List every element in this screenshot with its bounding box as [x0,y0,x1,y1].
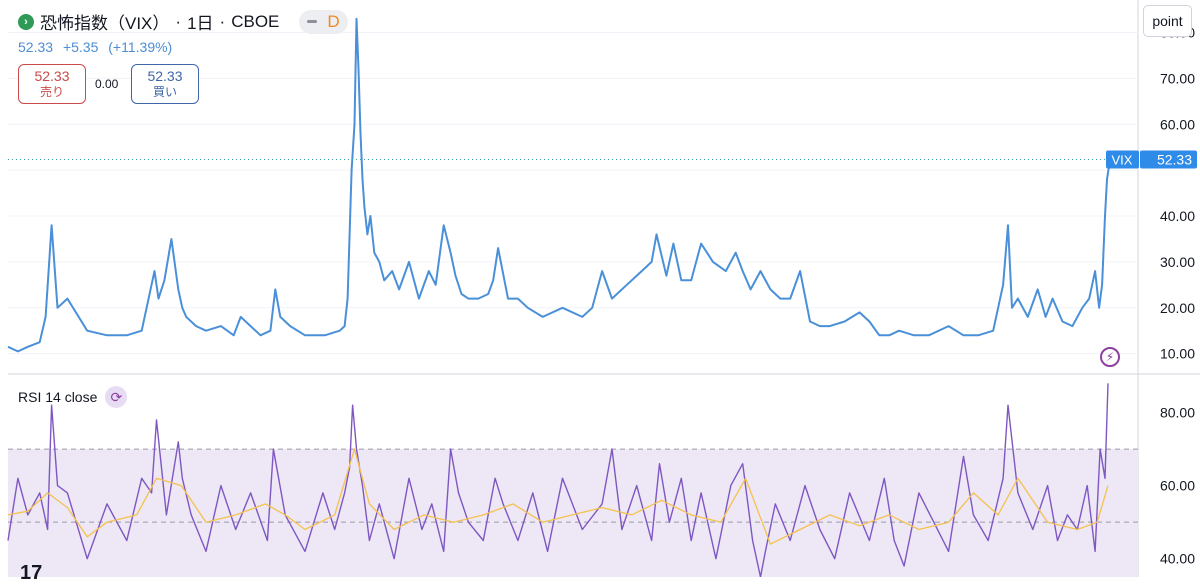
last-price-tag [1140,150,1197,169]
rsi-tick-label: 40.00 [1160,551,1195,567]
market-letter: D [327,11,340,31]
market-status-pill[interactable]: D [299,9,348,34]
price-tick-label: 20.00 [1160,300,1195,316]
sell-price: 52.33 [34,68,70,84]
sell-label: 売り [39,85,64,99]
minus-icon [307,20,318,23]
refresh-icon[interactable]: ⟳ [105,386,128,408]
lightning-icon[interactable]: ⚡ [1100,347,1120,367]
scale-mode-button[interactable]: point [1143,5,1192,37]
sell-button[interactable]: 52.33 売り [18,64,86,104]
price-tick-label: 70.00 [1160,70,1195,86]
arrow-right-icon: › [18,13,34,30]
vix-price-line [7,17,1111,353]
price-tick-label: 10.00 [1160,346,1195,362]
rsi-tick-label: 80.00 [1160,405,1195,421]
rsi-line [7,383,1109,578]
buy-label: 買い [152,85,177,99]
symbol-name: 恐怖指数（VIX） [40,14,170,33]
price-tick-label: 30.00 [1160,254,1195,270]
last-price: 52.33 [18,39,54,55]
price-change-percent: (+11.39%) [108,39,173,55]
series-name-label: VIX [1112,152,1133,167]
rsi-title: RSI 14 close [18,389,98,405]
rsi-tick-label: 60.00 [1160,478,1195,494]
series-name-tag [1106,150,1139,169]
symbol-header[interactable]: › 恐怖指数（VIX） · 1日 · CBOE D [18,9,348,34]
last-price-label: 52.33 [1157,151,1192,167]
buy-button[interactable]: 52.33 買い [131,64,199,104]
exchange-label: CBOE [231,11,280,31]
separator: · [219,11,226,31]
interval-label[interactable]: 1日 [187,14,214,33]
separator: · [175,11,182,31]
price-tick-label: 60.00 [1160,116,1195,132]
rsi-ma-line [7,448,1109,545]
price-quote: 52.33 +5.35 (+11.39%) [18,39,178,55]
rsi-legend[interactable]: RSI 14 close ⟳ [18,386,128,408]
price-tick-label: 40.00 [1160,208,1195,224]
rsi-band-fill [8,449,1138,585]
tradingview-logo: 17 [20,562,43,584]
buy-price: 52.33 [147,68,183,84]
spread-value: 0.00 [95,77,119,91]
price-change: +5.35 [62,39,99,55]
